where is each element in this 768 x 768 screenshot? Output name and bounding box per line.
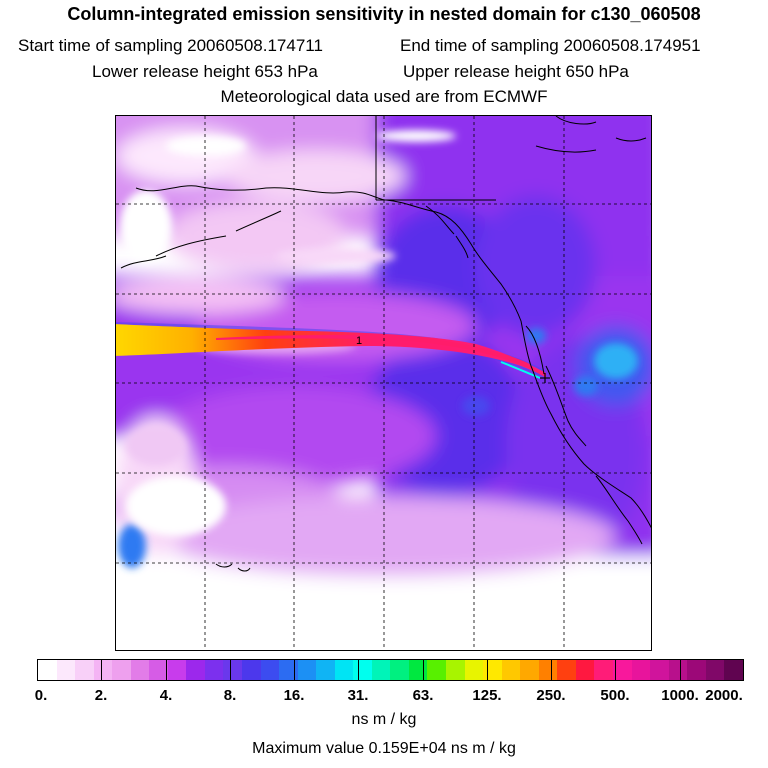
colorbar-swatch	[112, 660, 131, 680]
met-data-label: Meteorological data used are from ECMWF	[220, 87, 548, 106]
colorbar-tick-label: 500.	[600, 687, 630, 704]
plume-cyan-edge	[500, 361, 541, 379]
colorbar-swatch	[687, 660, 706, 680]
colorbar-tick-label: 4.	[159, 687, 173, 704]
upper-release-label: Upper release height 650 hPa	[403, 62, 629, 81]
colorbar-tick-label: 250.	[536, 687, 566, 704]
colorbar-swatch	[520, 660, 539, 680]
colorbar-swatch	[427, 660, 447, 680]
colorbar-swatch	[705, 660, 725, 680]
colorbar-tick	[423, 659, 424, 681]
receptor-marker	[540, 373, 550, 383]
colorbar-tick	[487, 659, 488, 681]
colorbar-swatch	[612, 660, 632, 680]
colorbar-swatch	[538, 660, 558, 680]
colorbar-tick	[680, 659, 681, 681]
colorbar-swatch	[575, 660, 595, 680]
colorbar-tick	[230, 659, 231, 681]
colorbar-swatch	[297, 660, 317, 680]
colorbar-swatch	[408, 660, 428, 680]
sensitivity-field	[116, 116, 651, 650]
colorbar-swatch	[650, 660, 669, 680]
colorbar-tick	[101, 659, 102, 681]
colorbar-swatch	[75, 660, 94, 680]
cyan-patches	[118, 328, 638, 568]
colorbar-swatch	[56, 660, 76, 680]
colorbar-swatch	[204, 660, 224, 680]
colorbar-tick	[294, 659, 295, 681]
colorbar-swatch	[149, 660, 168, 680]
colorbar-units-label: ns m / kg	[351, 711, 417, 728]
colorbar-swatch	[167, 660, 187, 680]
colorbar-tick-label: 63.	[412, 687, 434, 704]
colorbar-tick-label: 31.	[347, 687, 369, 704]
colorbar-swatch	[501, 660, 521, 680]
colorbar-swatch	[594, 660, 613, 680]
colorbar-swatch	[724, 660, 743, 680]
colorbar-swatch	[483, 660, 502, 680]
colorbar-swatch	[464, 660, 484, 680]
colorbar-swatch	[334, 660, 354, 680]
colorbar-tick	[615, 659, 616, 681]
start-time-label: Start time of sampling 20060508.174711	[18, 36, 323, 55]
end-time-label: End time of sampling 20060508.174951	[400, 36, 701, 55]
sensitivity-map: 1	[116, 116, 651, 650]
colorbar-swatch	[371, 660, 391, 680]
colorbar-swatch	[260, 660, 280, 680]
colorbar-swatch	[38, 660, 57, 680]
colorbar-tick-label: 8.	[223, 687, 237, 704]
colorbar-swatch	[446, 660, 465, 680]
colorbar-tick-label: 125.	[472, 687, 502, 704]
colorbar-swatch	[316, 660, 335, 680]
colorbar-swatch	[93, 660, 113, 680]
colorbar-swatch	[353, 660, 372, 680]
colorbar-tick-label: 2000.	[705, 687, 743, 704]
plume-core	[216, 334, 544, 376]
colorbar-tick	[166, 659, 167, 681]
colorbar-swatch	[186, 660, 205, 680]
lower-release-label: Lower release height 653 hPa	[92, 62, 318, 81]
colorbar-tick-label: 0.	[34, 687, 48, 704]
colorbar-swatch	[668, 660, 688, 680]
colorbar-swatch	[223, 660, 243, 680]
coastlines	[120, 116, 651, 572]
colorbar-swatch	[557, 660, 576, 680]
map-panel: 1	[115, 115, 652, 651]
map-title: Column-integrated emission sensitivity i…	[67, 4, 701, 24]
low-sensitivity-patches	[120, 130, 456, 536]
colorbar-swatch	[390, 660, 409, 680]
colorbar-tick	[551, 659, 552, 681]
colorbar-swatch	[631, 660, 651, 680]
colorbar-swatch	[242, 660, 261, 680]
colorbar-swatch	[130, 660, 150, 680]
colorbar-tick-label: 1000.	[661, 687, 699, 704]
colorbar-tick	[358, 659, 359, 681]
colorbar-swatch	[279, 660, 298, 680]
max-value-label: Maximum value 0.159E+04 ns m / kg	[252, 740, 516, 757]
colorbar	[37, 659, 744, 681]
colorbar-tick-label: 16.	[283, 687, 305, 704]
plume-number-label: 1	[356, 335, 362, 347]
plume-band	[116, 324, 546, 378]
colorbar-tick-label: 2.	[94, 687, 108, 704]
lat-lon-grid	[116, 116, 651, 650]
